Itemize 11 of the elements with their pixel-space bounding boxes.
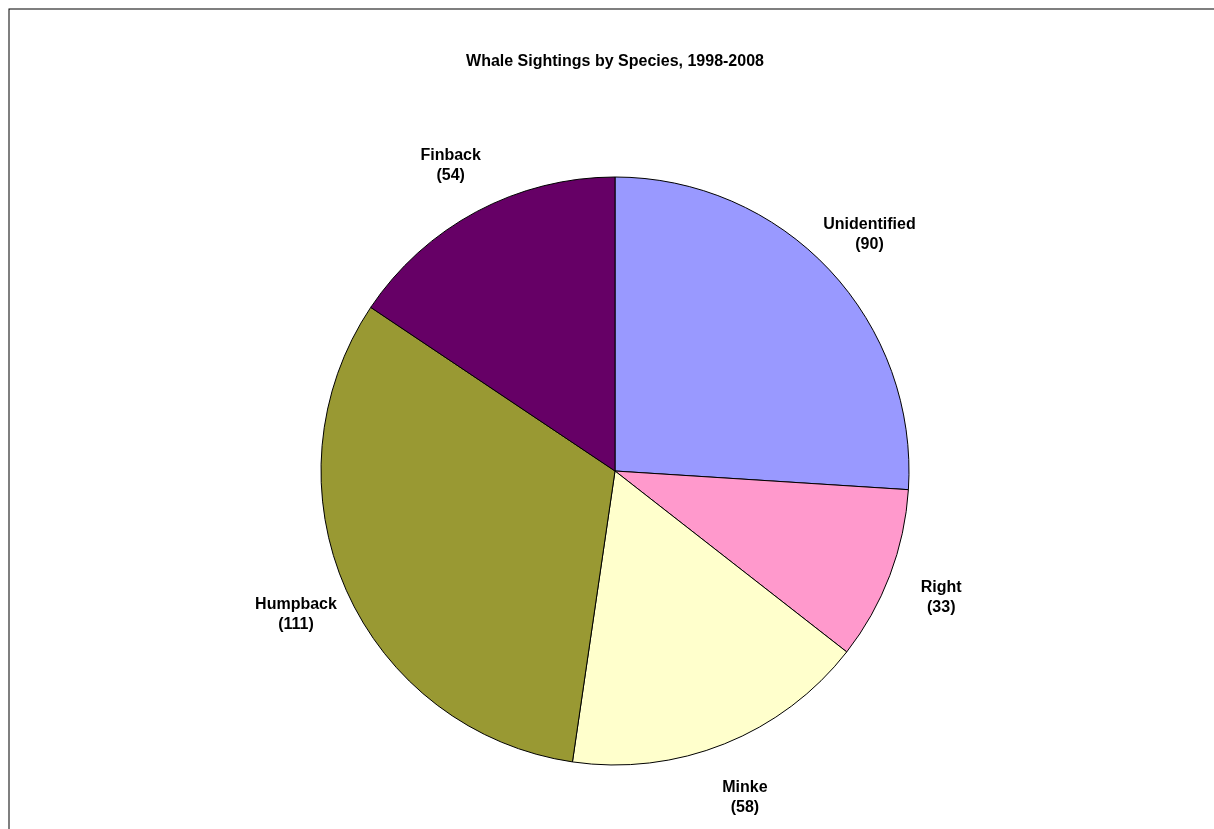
slice-label: Minke [722,777,768,795]
slice-label: Humpback [255,595,337,613]
slice-label: Unidentified [823,214,916,232]
chart-title: Whale Sightings by Species, 1998-2008 [466,52,765,69]
data-label: (33) [927,597,956,615]
data-label: (90) [855,234,884,252]
data-label: (111) [278,615,314,633]
slice-label: Right [920,577,963,595]
slice-label: Finback [420,145,481,163]
data-label: (54) [436,165,465,183]
data-label: (58) [730,797,760,815]
